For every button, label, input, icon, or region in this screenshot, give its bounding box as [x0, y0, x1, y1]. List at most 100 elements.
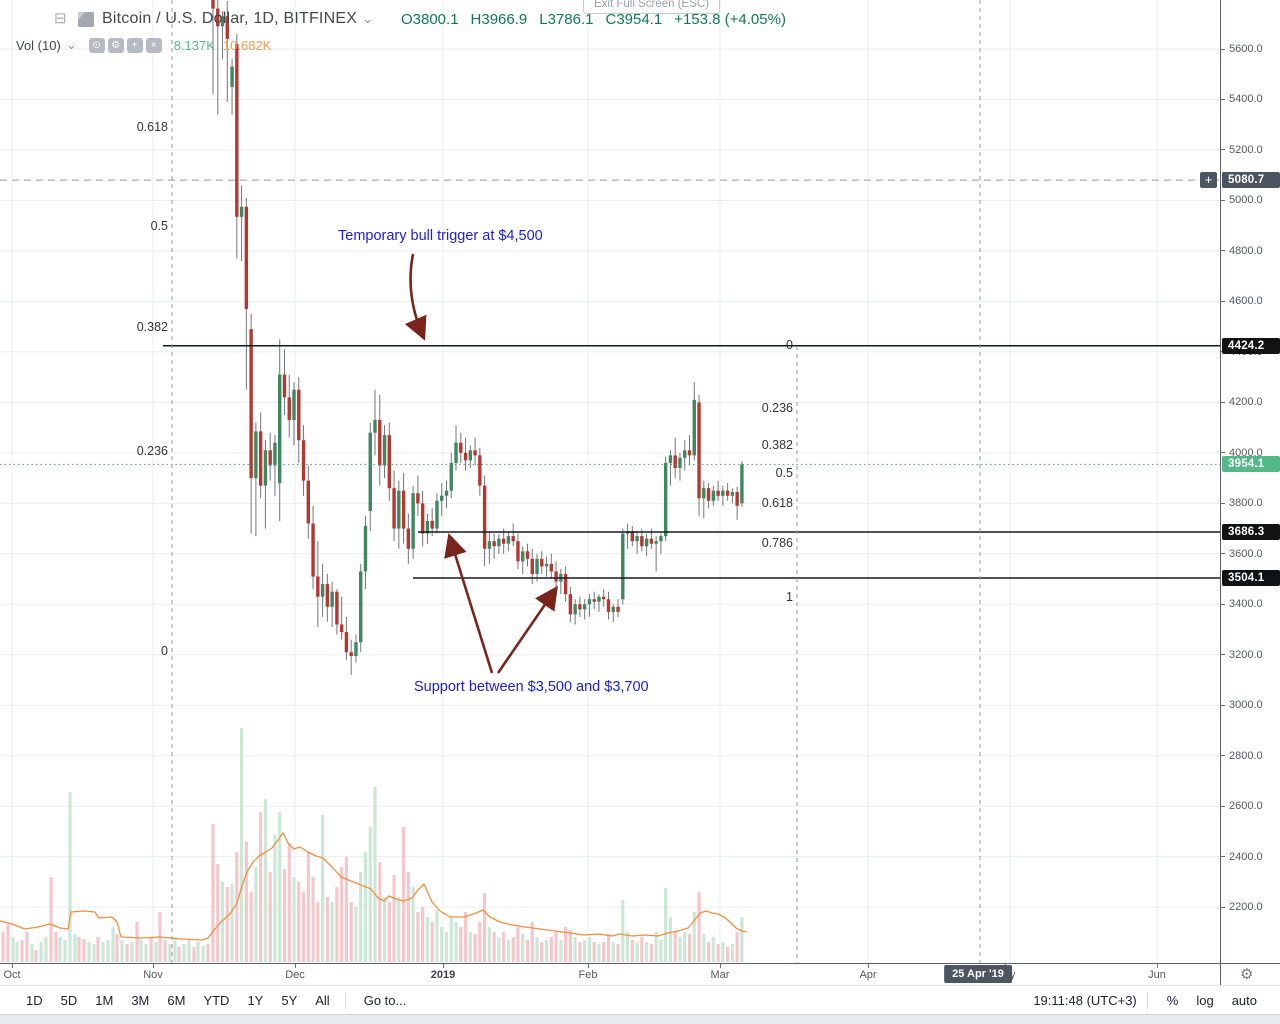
volume-bar: [363, 852, 368, 962]
volume-bar: [411, 887, 415, 962]
candle-body: [487, 541, 492, 549]
volume-bar: [564, 927, 568, 962]
volume-bar: [625, 932, 630, 962]
add-indicator-icon[interactable]: +: [126, 37, 143, 53]
candle-body: [406, 528, 411, 549]
range-button-6m[interactable]: 6M: [167, 993, 186, 1008]
open-value: O3800.1: [400, 10, 459, 28]
volume-bar: [430, 922, 434, 962]
volume-bar: [530, 922, 534, 962]
range-button-ytd[interactable]: YTD: [203, 993, 230, 1008]
goto-date-button[interactable]: Go to...: [363, 993, 407, 1008]
settings-gear-icon[interactable]: ⚙: [107, 37, 124, 53]
candle-body: [549, 563, 554, 572]
volume-bar: [192, 947, 196, 962]
volume-bar: [25, 932, 29, 962]
add-alert-plus-button[interactable]: +: [1200, 172, 1217, 188]
price-tick-label: 3600.0: [1229, 547, 1263, 560]
legend-collapse-icon[interactable]: ⊟: [54, 10, 67, 27]
volume-bar: [282, 869, 287, 962]
range-button-all[interactable]: All: [315, 993, 330, 1008]
price-tick-mark: [1221, 704, 1225, 706]
volume-bar: [368, 827, 372, 962]
volume-bar: [683, 932, 687, 962]
range-button-5d[interactable]: 5D: [60, 993, 78, 1008]
candle-body: [216, 8, 220, 27]
candlestick-chart-canvas[interactable]: 0.618 0.5 0.382 0.236 0 0 0.236 0.382 0.5 0.618 0.…: [0, 0, 1220, 963]
candle-body: [454, 442, 458, 463]
range-button-1y[interactable]: 1Y: [247, 993, 264, 1008]
candle-body: [320, 584, 325, 597]
candle-body: [478, 455, 482, 486]
volume-bar: [316, 902, 320, 962]
range-button-5y[interactable]: 5Y: [281, 993, 298, 1008]
volume-bar: [544, 940, 549, 962]
range-button-3m[interactable]: 3M: [131, 993, 150, 1008]
candle-body: [501, 538, 506, 544]
price-axis[interactable]: 5600.05400.05200.05000.04800.04600.04400…: [1220, 0, 1280, 963]
candle-body: [244, 206, 249, 309]
volume-bar: [225, 887, 229, 962]
volume-bar: [711, 937, 715, 962]
volume-bar: [392, 875, 396, 962]
candle-body: [640, 536, 644, 547]
candle-body: [630, 531, 635, 542]
symbol-dropdown-chevron-icon[interactable]: ⌄: [362, 11, 373, 26]
volume-bar: [535, 937, 539, 962]
volume-bar: [606, 934, 611, 962]
volume-bar: [20, 940, 24, 962]
candle-body: [278, 374, 282, 484]
volume-bar: [635, 942, 639, 962]
volume-bar: [387, 902, 391, 962]
volume-bar: [206, 944, 210, 962]
volume-indicator-chevron-icon[interactable]: ⌄: [65, 37, 77, 52]
volume-bar: [68, 792, 72, 962]
volume-bar: [63, 940, 67, 962]
volume-bar: [726, 947, 730, 962]
visibility-eye-icon[interactable]: ⊙: [88, 37, 105, 53]
price-tick-label: 3200.0: [1229, 648, 1263, 661]
volume-bar: [292, 877, 296, 962]
candle-body: [673, 455, 677, 468]
candle-body: [616, 606, 620, 612]
candle-body: [449, 462, 453, 491]
candle-body: [416, 493, 420, 504]
volume-bar: [106, 940, 110, 962]
price-tick-mark: [1221, 199, 1225, 201]
volume-bar: [640, 937, 644, 962]
volume-bar: [58, 937, 62, 962]
percent-scale-button[interactable]: %: [1166, 993, 1179, 1008]
volume-bar: [673, 932, 677, 962]
exit-fullscreen-tooltip: Exit Full Screen (ESC): [583, 0, 721, 14]
volume-bar: [454, 922, 458, 962]
auto-scale-button[interactable]: auto: [1231, 993, 1257, 1008]
volume-bar: [249, 892, 253, 962]
volume-bar: [740, 917, 744, 962]
candle-body: [387, 435, 392, 489]
time-tick-mark: [868, 964, 869, 968]
clock-label[interactable]: 19:11:48 (UTC+3): [1033, 993, 1137, 1008]
range-button-1m[interactable]: 1M: [95, 993, 114, 1008]
candle-body: [235, 43, 239, 217]
volume-indicator-label[interactable]: Vol (10): [16, 37, 61, 53]
price-scale-settings-gear-icon[interactable]: ⚙: [1240, 966, 1254, 983]
volume-bar: [459, 927, 463, 962]
candle-body: [306, 480, 310, 524]
candle-body: [587, 599, 592, 605]
range-button-1d[interactable]: 1D: [26, 993, 43, 1008]
price-tick-mark: [1221, 149, 1225, 151]
axis-corner-separator: [1220, 964, 1221, 986]
remove-indicator-icon[interactable]: ×: [145, 37, 162, 53]
log-scale-button[interactable]: log: [1196, 993, 1214, 1008]
candle-body: [430, 520, 434, 529]
time-axis[interactable]: ⚙ OctNovDec2019FebMarAprMayJun25 Apr '19: [0, 963, 1280, 986]
window-bottom-strip: [0, 1014, 1280, 1024]
volume-bar: [735, 932, 739, 962]
price-tick-label: 2200.0: [1229, 901, 1263, 914]
candle-body: [725, 490, 730, 496]
price-badge-5080.7: 5080.7: [1222, 172, 1280, 189]
price-tick-label: 5400.0: [1229, 93, 1263, 106]
price-tick-mark: [1221, 755, 1225, 757]
symbol-title[interactable]: Bitcoin / U.S. Dollar, 1D, BITFINEX: [102, 10, 358, 27]
